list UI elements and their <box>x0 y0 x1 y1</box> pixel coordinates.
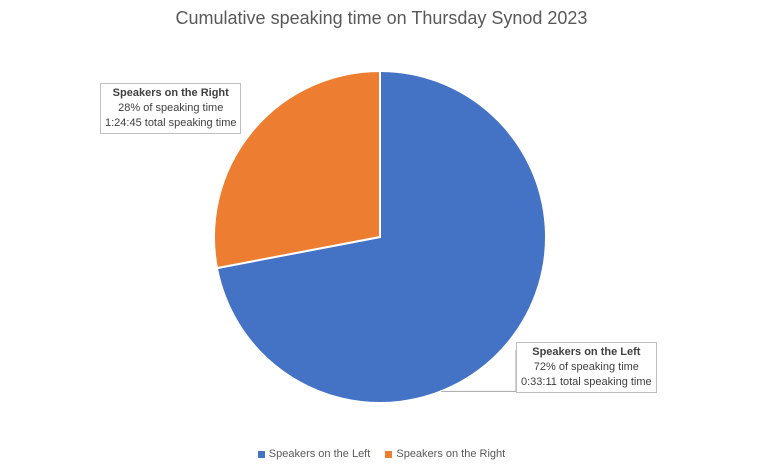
pie-slice-left <box>215 69 547 404</box>
data-label-right: Speakers on the Right 28% of speaking ti… <box>100 83 242 134</box>
legend-swatch-right <box>385 450 393 458</box>
legend-item-left: Speakers on the Left <box>257 448 371 460</box>
legend-swatch-left <box>257 450 265 458</box>
legend: Speakers on the Left Speakers on the Rig… <box>0 448 763 460</box>
data-label-left: Speakers on the Left 72% of speaking tim… <box>516 342 657 393</box>
pie-slice-right <box>213 69 381 270</box>
legend-item-right: Speakers on the Right <box>385 448 505 460</box>
data-label-right-pct: 28% of speaking time <box>118 102 224 114</box>
data-label-left-name: Speakers on the Left <box>532 346 641 358</box>
data-label-right-total: 1:24:45 total speaking time <box>105 117 237 129</box>
chart-title: Cumulative speaking time on Thursday Syn… <box>175 8 588 28</box>
data-label-right-name: Speakers on the Right <box>112 87 229 99</box>
legend-label-left: Speakers on the Left <box>268 448 371 460</box>
legend-label-right: Speakers on the Right <box>396 448 506 460</box>
data-label-left-total: 0:33:11 total speaking time <box>521 376 652 388</box>
data-label-left-pct: 72% of speaking time <box>533 361 639 373</box>
